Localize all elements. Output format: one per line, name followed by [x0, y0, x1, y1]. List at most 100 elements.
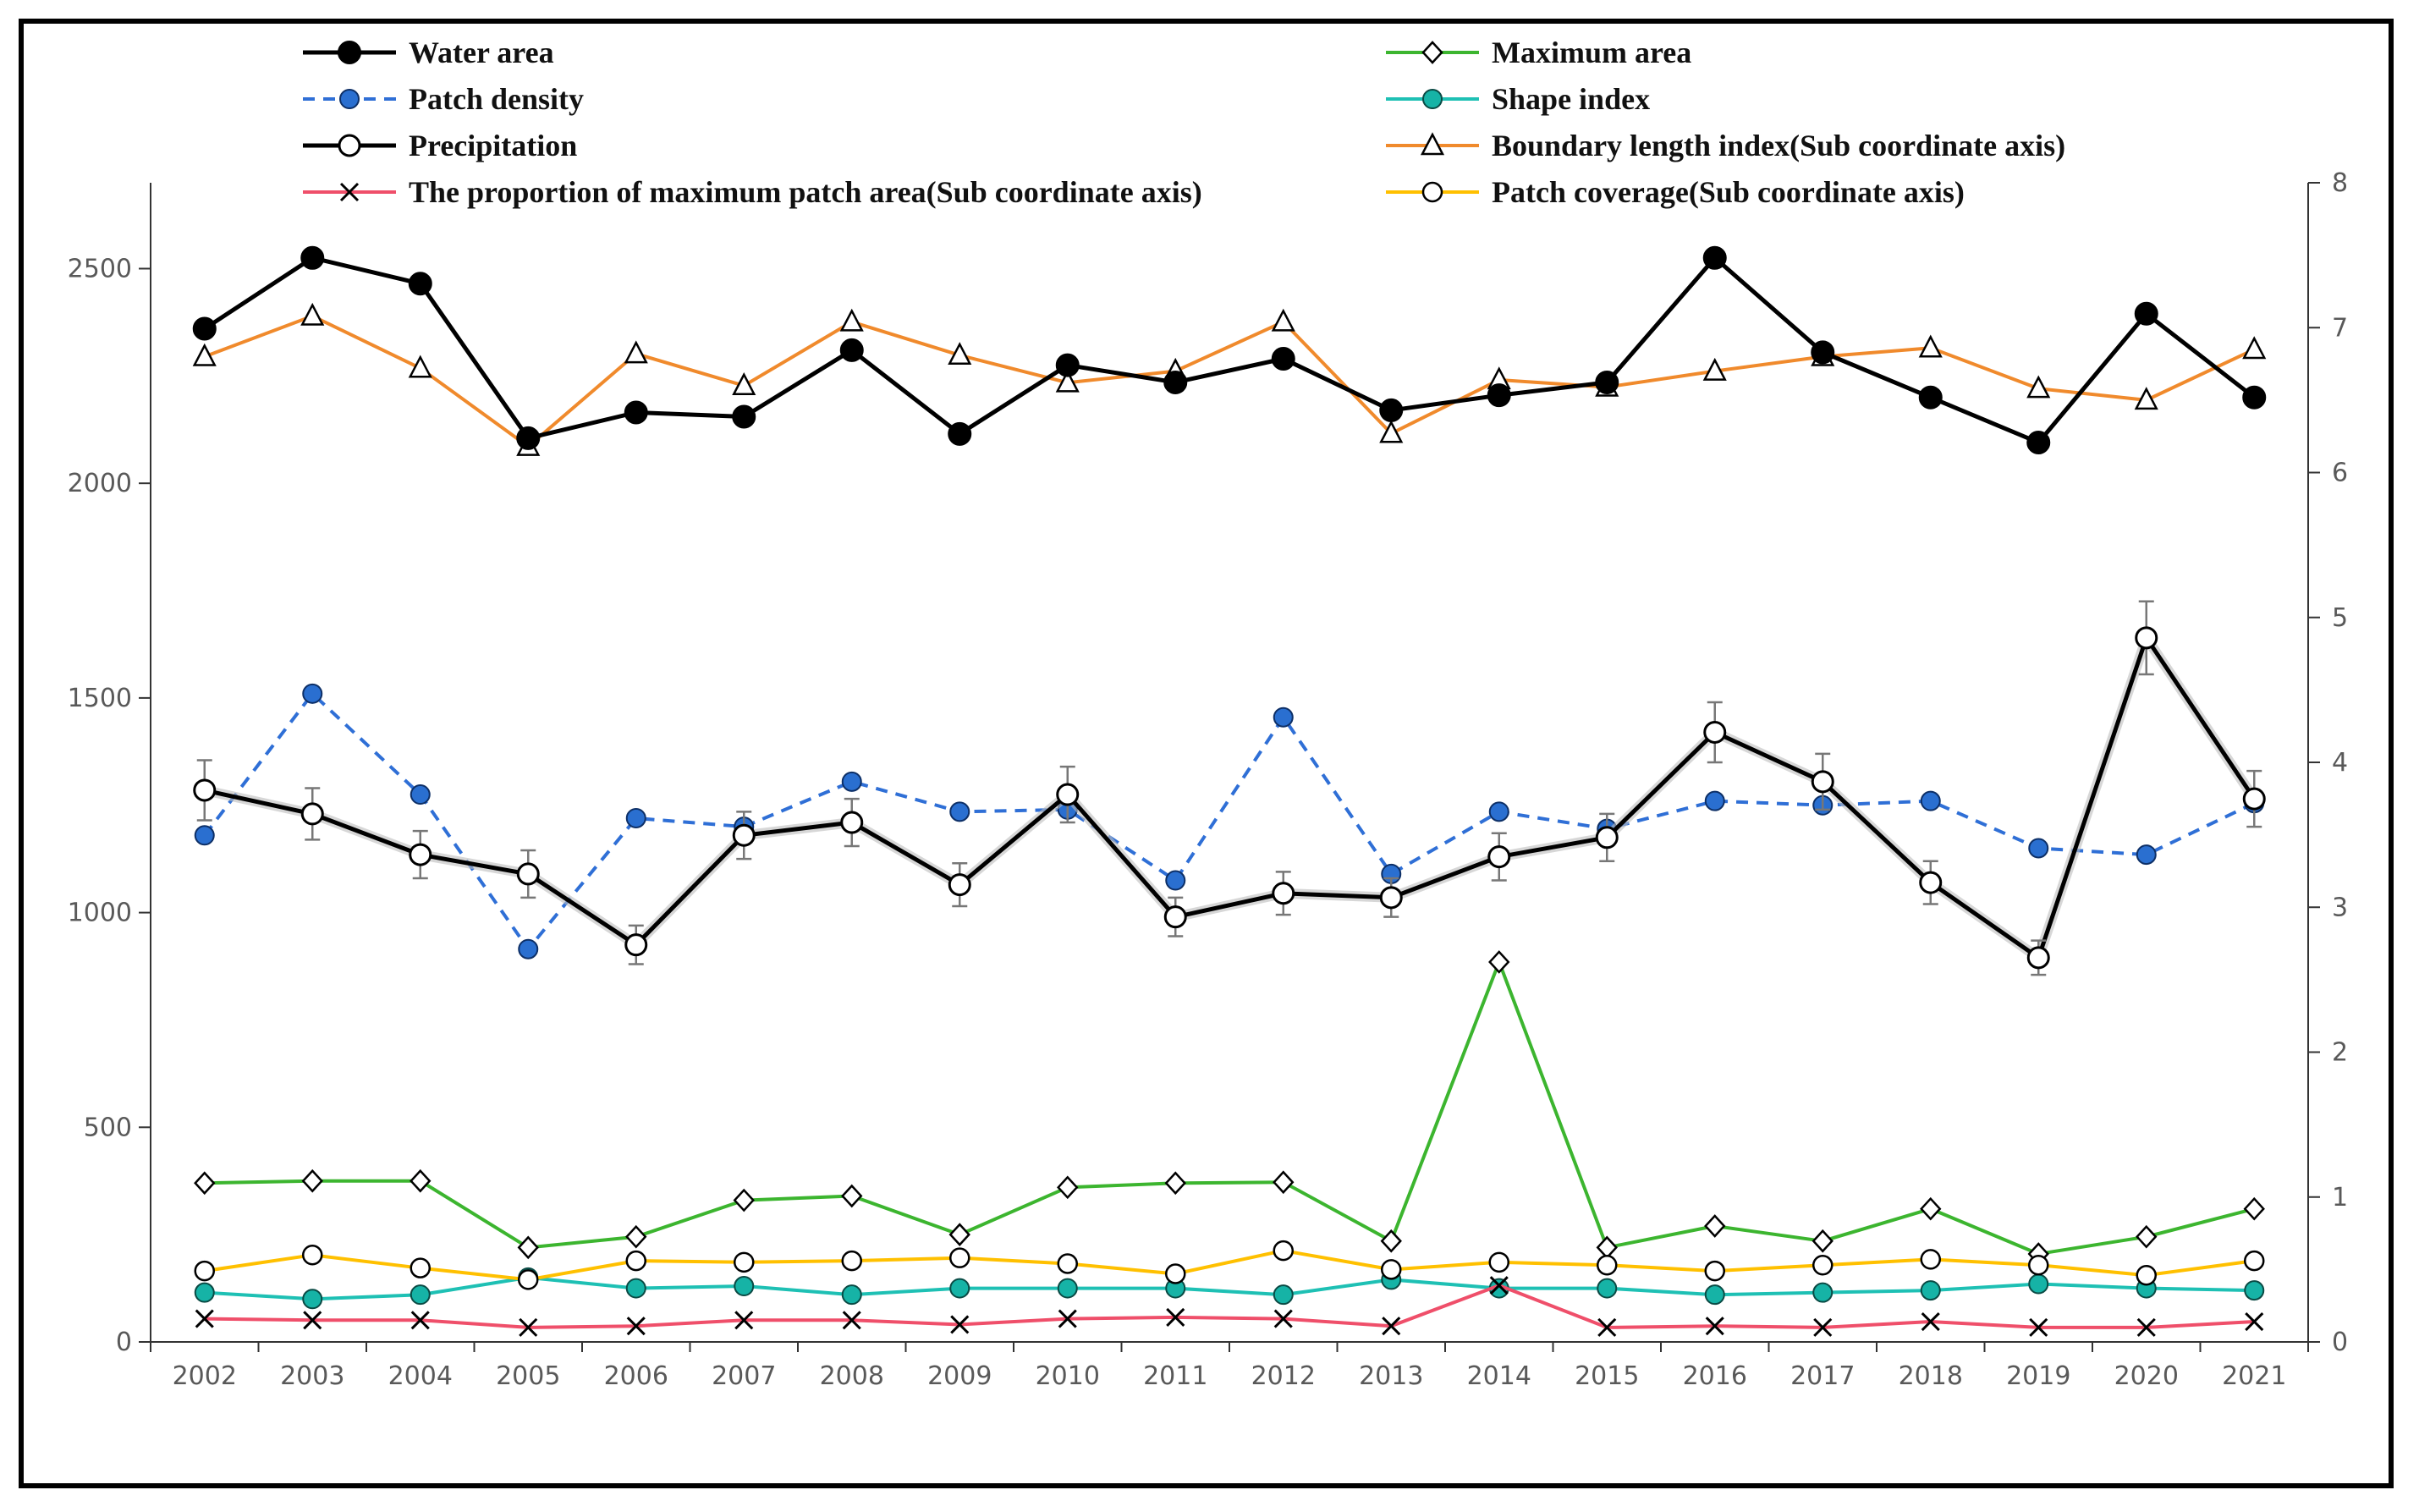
data-point	[2026, 946, 2050, 970]
legend-entry-boundary-length-index: Boundary length index(Sub coordinate axi…	[1386, 129, 2065, 162]
data-point	[192, 343, 217, 366]
data-point	[624, 933, 648, 957]
data-point	[1704, 1260, 1725, 1282]
x-tick-label: 2010	[1036, 1361, 1100, 1391]
legend-entry-the-proportion-of-maximum-patch-area: The proportion of maximum patch area(Sub…	[303, 175, 1202, 209]
data-point	[1163, 370, 1188, 394]
data-point	[948, 342, 972, 366]
data-point	[841, 1184, 863, 1208]
data-point	[949, 1278, 970, 1299]
data-point	[625, 1250, 646, 1272]
x-tick-label: 2019	[2006, 1361, 2070, 1391]
data-point	[1919, 871, 1943, 894]
data-point	[300, 245, 325, 270]
data-point	[732, 823, 756, 847]
data-point	[624, 340, 648, 364]
data-point	[1813, 1317, 1833, 1337]
data-point	[2136, 1317, 2156, 1337]
data-point	[519, 1317, 538, 1337]
legend-entry-water-area: Water area	[303, 36, 554, 69]
data-point	[518, 938, 539, 959]
series-line	[204, 1249, 2255, 1282]
data-point	[1920, 790, 1941, 811]
data-point	[842, 1311, 861, 1330]
data-point	[2242, 336, 2267, 360]
data-point	[408, 272, 432, 296]
x-tick-label: 2014	[1467, 1361, 1531, 1391]
legend-marker	[338, 41, 361, 64]
data-point	[517, 1235, 539, 1260]
series-water-area	[192, 245, 2267, 454]
data-point	[2136, 1264, 2157, 1286]
data-point	[2244, 1280, 2265, 1301]
right-y-tick-label: 4	[2332, 748, 2348, 778]
data-point	[1379, 886, 1403, 910]
data-point	[1487, 845, 1511, 869]
x-tick-label: 2011	[1143, 1361, 1207, 1391]
cross-stroke	[410, 1311, 430, 1330]
x-tick-label: 2020	[2114, 1361, 2179, 1391]
cross-stroke	[1489, 1276, 1509, 1295]
cross-stroke	[2136, 1317, 2156, 1337]
data-point	[1057, 1253, 1078, 1274]
data-point	[1921, 1311, 1940, 1332]
right-y-tick-label: 2	[2332, 1038, 2348, 1068]
data-point	[1381, 1259, 1402, 1280]
data-point	[1271, 308, 1295, 332]
legend-marker	[1421, 41, 1443, 64]
data-point	[1920, 1280, 1941, 1301]
data-point	[194, 1282, 215, 1303]
data-point	[841, 1250, 862, 1272]
data-point	[840, 811, 864, 834]
data-point	[734, 1276, 755, 1297]
left-y-tick-label: 1000	[68, 899, 132, 928]
data-point	[2029, 1317, 2048, 1337]
series-patch-density	[194, 683, 2265, 959]
data-point	[1812, 1282, 1833, 1303]
data-point	[948, 1223, 970, 1246]
data-point	[301, 1168, 323, 1193]
right-y-tick-label: 8	[2332, 168, 2348, 198]
data-point	[1055, 369, 1080, 393]
data-point	[841, 771, 862, 792]
cross-stroke	[1382, 1317, 1401, 1336]
cross-stroke	[1597, 1317, 1617, 1337]
data-point	[2134, 387, 2158, 410]
data-point	[516, 426, 541, 450]
data-point	[1596, 1235, 1618, 1260]
data-point	[1056, 783, 1080, 806]
data-point	[192, 316, 217, 341]
data-point	[300, 302, 325, 326]
left-y-tick-label: 0	[116, 1328, 132, 1357]
data-point	[410, 1311, 430, 1330]
series-maximum-area	[194, 950, 2265, 1266]
data-point	[2245, 1311, 2264, 1332]
data-point	[734, 1251, 755, 1273]
data-point	[2244, 1250, 2265, 1272]
data-point	[518, 1269, 539, 1290]
data-point	[626, 1317, 646, 1336]
legend-label: Patch density	[409, 82, 584, 116]
data-point	[1273, 707, 1294, 728]
data-point	[1058, 1309, 1077, 1328]
data-point	[1273, 1309, 1293, 1328]
data-point	[1273, 1170, 1295, 1195]
data-point	[841, 1284, 862, 1306]
data-point	[2136, 844, 2157, 866]
data-point	[1918, 385, 1943, 410]
data-point	[193, 778, 217, 802]
cross-stroke	[734, 1311, 754, 1330]
data-point	[950, 1315, 970, 1334]
series-line	[204, 314, 2256, 448]
x-tick-label: 2021	[2222, 1361, 2286, 1391]
legend-marker	[1420, 132, 1445, 156]
data-point	[194, 1260, 215, 1282]
data-point	[1273, 1284, 1294, 1306]
data-point	[410, 1168, 432, 1193]
data-point	[734, 1311, 754, 1330]
data-point	[1487, 383, 1511, 408]
legend-label: Maximum area	[1492, 36, 1691, 69]
data-point	[2028, 838, 2049, 859]
x-tick-label: 2017	[1790, 1361, 1855, 1391]
series-the-proportion-of-maximum-patch-area	[195, 1276, 2264, 1337]
